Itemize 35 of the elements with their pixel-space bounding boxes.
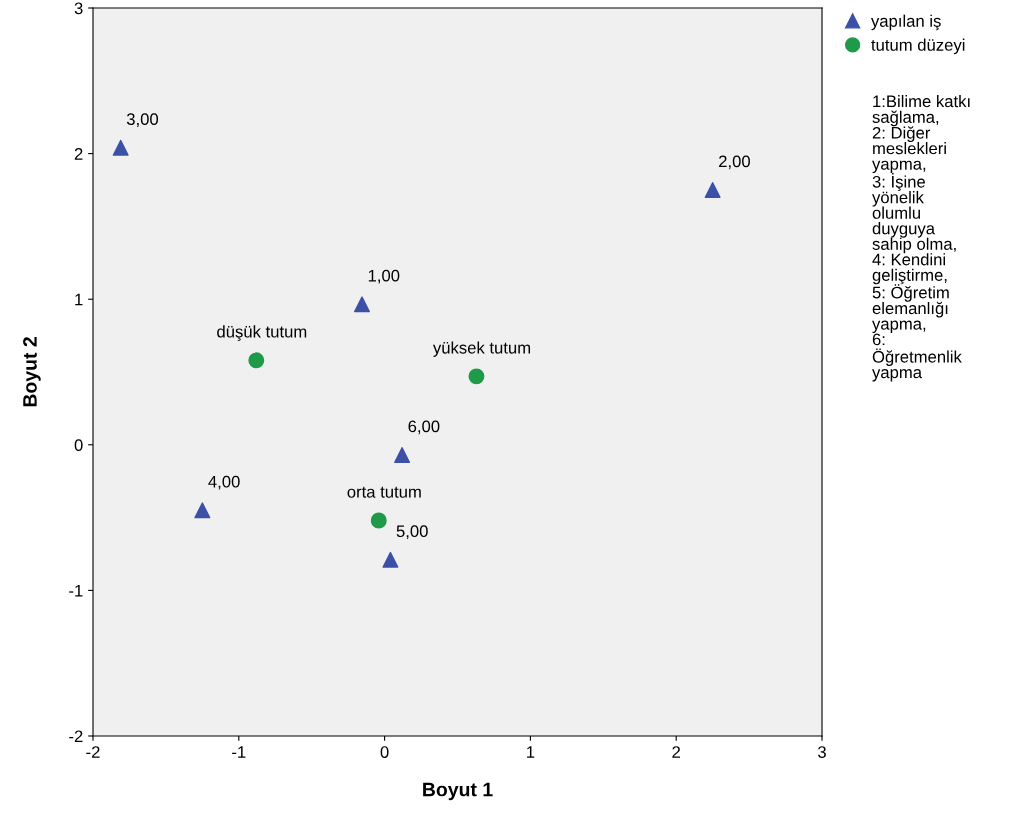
y-tick-label: 3 <box>74 2 83 15</box>
annotation: 3,00 <box>126 113 159 128</box>
text: 1:Bilime katkı sağlama, 2: Diğer meslekleri yapma, 3: İşine yönelik olumlu duyguya sahip olma, 4: Kendini geliştirme, 5: Öğretim elemanlığı yapma, 6: Öğretmenlik yapma <box>872 95 970 382</box>
x-tick-label: 2 <box>672 746 680 758</box>
annotation: 2,00 <box>719 155 750 170</box>
annotation: 1,00 <box>368 269 400 284</box>
point <box>248 352 265 369</box>
point <box>354 296 370 313</box>
annotation: yüksek tutum <box>432 341 531 357</box>
x-tick-label: -1 <box>232 746 246 758</box>
legend-label: tutum düzeyi <box>871 38 965 55</box>
x-tick-label: 0 <box>380 746 389 758</box>
x-tick-label: 1 <box>527 746 535 758</box>
point <box>112 139 129 156</box>
point <box>194 502 211 519</box>
y-tick-label: -2 <box>69 730 83 743</box>
y-axis-title: Boyut 2 <box>23 337 41 407</box>
annotation: orta tutum <box>347 486 421 498</box>
y-tick-label: -1 <box>69 584 83 597</box>
y-tick-label: 2 <box>74 148 83 160</box>
x-axis-title: Boyut 1 <box>423 782 493 801</box>
point <box>468 368 485 385</box>
annotation: 4,00 <box>208 475 240 490</box>
legend-label: yapılan iş <box>871 14 941 31</box>
annotation: 5,00 <box>396 525 428 540</box>
point <box>382 551 399 568</box>
point <box>704 182 721 198</box>
y-tick-label: 1 <box>75 293 83 306</box>
x-tick-label: -2 <box>86 746 100 758</box>
point <box>394 447 411 463</box>
y-tick-label: 0 <box>74 439 83 451</box>
x-tick-label: 3 <box>818 746 826 758</box>
annotation: 6,00 <box>408 420 440 435</box>
annotation: düşük tutum <box>217 325 307 341</box>
point <box>370 512 387 529</box>
